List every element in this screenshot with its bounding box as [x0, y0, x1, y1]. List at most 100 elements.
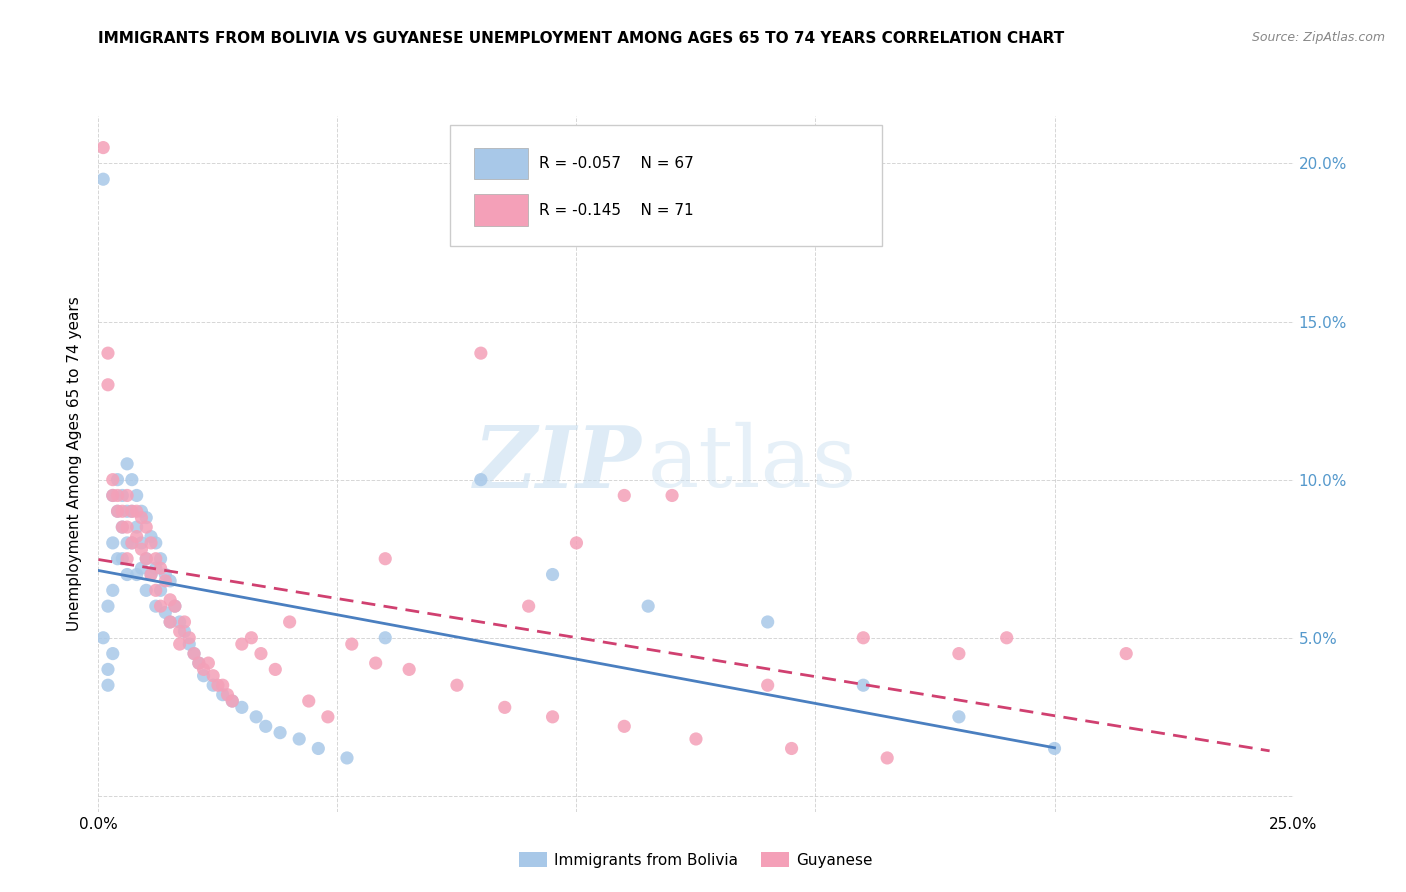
Point [131, 561, 153, 575]
Point [131, 504, 153, 518]
Point [139, 530, 162, 544]
Point [254, 719, 277, 733]
Point [155, 606, 177, 620]
Point [613, 719, 636, 733]
Text: atlas: atlas [648, 422, 858, 506]
Point [125, 520, 148, 534]
Point [115, 457, 138, 471]
Point [316, 710, 339, 724]
Point [159, 574, 181, 588]
Point [155, 574, 177, 588]
Point [374, 631, 396, 645]
Point [101, 583, 124, 598]
Point [159, 615, 181, 629]
Point [125, 504, 148, 518]
Point [179, 637, 201, 651]
Point [173, 624, 195, 639]
Point [111, 488, 134, 502]
Point [221, 694, 243, 708]
Point [101, 647, 124, 661]
Point [948, 647, 970, 661]
Point [852, 631, 875, 645]
Point [613, 488, 636, 502]
Point [139, 567, 162, 582]
Point [264, 662, 287, 676]
Point [125, 530, 148, 544]
Point [446, 678, 468, 692]
Point [541, 710, 564, 724]
Point [97, 346, 120, 360]
Point [517, 599, 540, 614]
Point [135, 551, 157, 566]
Text: ZIP: ZIP [474, 422, 643, 506]
Point [470, 346, 492, 360]
Point [135, 520, 157, 534]
Point [111, 520, 134, 534]
Point [269, 725, 291, 739]
Point [169, 615, 191, 629]
Point [149, 583, 172, 598]
Point [336, 751, 359, 765]
Point [288, 731, 311, 746]
Point [231, 637, 253, 651]
Point [211, 688, 233, 702]
Point [169, 637, 191, 651]
Point [107, 488, 129, 502]
Point [202, 678, 225, 692]
Point [307, 741, 329, 756]
Point [278, 615, 301, 629]
Point [852, 678, 875, 692]
Point [1043, 741, 1066, 756]
Text: R = -0.145    N = 71: R = -0.145 N = 71 [540, 202, 695, 218]
Point [131, 536, 153, 550]
Text: Source: ZipAtlas.com: Source: ZipAtlas.com [1251, 31, 1385, 45]
Point [145, 536, 167, 550]
Point [135, 551, 157, 566]
Point [374, 551, 396, 566]
Point [661, 488, 683, 502]
Point [91, 172, 114, 186]
Point [637, 599, 659, 614]
Point [155, 567, 177, 582]
Point [756, 678, 779, 692]
Point [121, 536, 143, 550]
Point [149, 551, 172, 566]
Point [159, 592, 181, 607]
Point [121, 536, 143, 550]
Point [131, 510, 153, 524]
Point [115, 488, 138, 502]
Legend: Immigrants from Bolivia, Guyanese: Immigrants from Bolivia, Guyanese [513, 846, 879, 873]
Point [398, 662, 420, 676]
Point [211, 678, 233, 692]
Point [97, 599, 120, 614]
Point [149, 561, 172, 575]
Text: IMMIGRANTS FROM BOLIVIA VS GUYANESE UNEMPLOYMENT AMONG AGES 65 TO 74 YEARS CORRE: IMMIGRANTS FROM BOLIVIA VS GUYANESE UNEM… [98, 31, 1064, 46]
Point [187, 656, 209, 670]
Text: R = -0.057    N = 67: R = -0.057 N = 67 [540, 156, 695, 170]
Point [183, 647, 205, 661]
Point [97, 662, 120, 676]
Point [111, 520, 134, 534]
Point [115, 504, 138, 518]
Point [115, 536, 138, 550]
Point [159, 615, 181, 629]
Point [250, 647, 273, 661]
Point [179, 631, 201, 645]
Point [111, 504, 134, 518]
Point [145, 561, 167, 575]
Point [187, 656, 209, 670]
Point [101, 488, 124, 502]
Point [115, 520, 138, 534]
Point [97, 377, 120, 392]
Point [685, 731, 707, 746]
Point [135, 510, 157, 524]
Point [101, 536, 124, 550]
Point [121, 504, 143, 518]
Point [135, 583, 157, 598]
Point [149, 599, 172, 614]
Point [541, 567, 564, 582]
Point [565, 536, 588, 550]
Point [995, 631, 1018, 645]
Point [145, 599, 167, 614]
Point [207, 678, 229, 692]
